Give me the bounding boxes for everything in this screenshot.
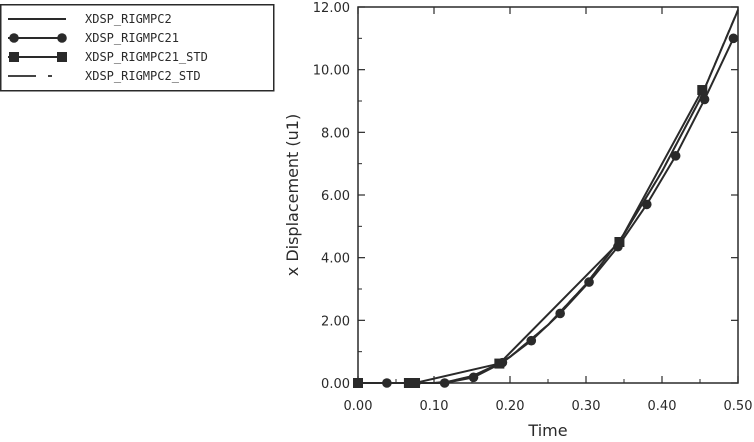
x-tick-label: 0.00 bbox=[344, 399, 373, 414]
x-axis-title: Time bbox=[527, 421, 567, 437]
legend-label: XDSP_RIGMPC21_STD bbox=[85, 50, 208, 64]
legend-item: XDSP_RIGMPC2_STD bbox=[8, 69, 201, 83]
y-tick-label: 4.00 bbox=[321, 252, 350, 267]
series-xdsp-rigmpc2 bbox=[358, 9, 739, 384]
y-tick-label: 2.00 bbox=[321, 314, 350, 329]
series-line bbox=[358, 9, 739, 384]
plot-area bbox=[353, 9, 739, 388]
legend-marker bbox=[57, 52, 67, 62]
legend-label: XDSP_RIGMPC2_STD bbox=[85, 69, 201, 83]
series-xdsp-rigmpc2-std bbox=[358, 9, 739, 384]
data-point bbox=[555, 308, 565, 319]
data-point bbox=[670, 151, 681, 161]
x-tick-label: 0.10 bbox=[420, 399, 449, 414]
series-line bbox=[358, 37, 735, 384]
y-tick-label: 10.00 bbox=[313, 64, 350, 79]
data-point bbox=[584, 277, 594, 287]
x-tick-label: 0.40 bbox=[648, 399, 677, 414]
y-tick-label: 8.00 bbox=[321, 126, 350, 141]
legend: XDSP_RIGMPC2 XDSP_RIGMPC21 XDSP_RIGMPC21_S… bbox=[0, 4, 275, 92]
data-point bbox=[642, 199, 652, 210]
plot-frame bbox=[357, 6, 739, 384]
x-tick-label: 0.20 bbox=[496, 399, 525, 414]
data-point bbox=[614, 237, 625, 247]
x-tick-label: 0.50 bbox=[724, 399, 753, 414]
axes: Time x Displacement (u1) 0.00 0.10 0.20 0.3… bbox=[283, 1, 753, 440]
x-tick-label: 0.30 bbox=[572, 399, 601, 414]
legend-label: XDSP_RIGMPC2 bbox=[85, 12, 172, 26]
legend-item: XDSP_RIGMPC2 bbox=[8, 12, 172, 26]
data-point bbox=[697, 85, 708, 96]
data-point bbox=[699, 94, 710, 105]
series-line bbox=[358, 9, 739, 384]
legend-marker bbox=[9, 33, 19, 43]
data-point bbox=[728, 33, 739, 44]
data-point bbox=[526, 335, 537, 346]
legend-item: XDSP_RIGMPC21 bbox=[8, 31, 179, 45]
legend-label: XDSP_RIGMPC21 bbox=[85, 31, 179, 45]
y-tick-label: 6.00 bbox=[321, 189, 350, 204]
y-tick-label: 12.00 bbox=[313, 1, 350, 16]
legend-marker bbox=[57, 33, 67, 43]
y-tick-label: 0.00 bbox=[321, 377, 350, 392]
data-point bbox=[439, 378, 450, 388]
y-axis-title: x Displacement (u1) bbox=[283, 114, 302, 276]
legend-marker bbox=[9, 52, 19, 62]
legend-item: XDSP_RIGMPC21_STD bbox=[8, 50, 208, 64]
series-xdsp-rigmpc21 bbox=[353, 33, 739, 388]
